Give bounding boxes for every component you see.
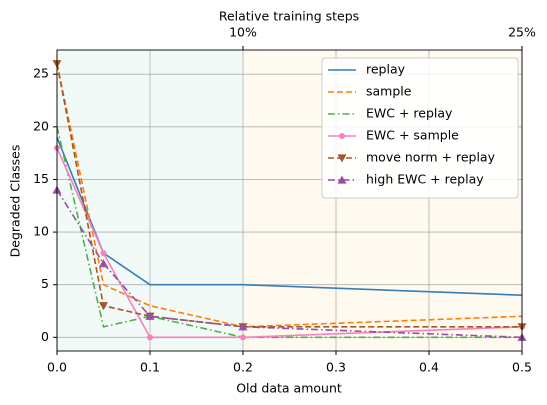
legend-label: move norm + replay [366, 150, 496, 165]
plot-frame [56, 49, 523, 352]
marker [337, 154, 347, 163]
x-tick-label: 0.1 [140, 360, 160, 375]
x-tick-label: 0.0 [47, 360, 67, 375]
y-tick-label: 25 [33, 66, 49, 81]
marker [100, 250, 107, 257]
marker [99, 302, 108, 311]
legend: replay sample EWC + replay EWC + sample move… [321, 57, 519, 199]
legend-label: high EWC + replay [366, 172, 484, 187]
marker [147, 334, 153, 341]
marker [240, 334, 246, 341]
top-tick-label: 25% [508, 25, 536, 40]
y-axis-label: Degraded Classes [8, 145, 23, 258]
marker [145, 311, 155, 320]
legend-label: EWC + sample [366, 128, 459, 143]
y-tick-label: 10 [33, 224, 49, 239]
x-tick-label: 0.3 [326, 360, 346, 375]
legend-label: replay [366, 62, 406, 77]
y-tick-label: 15 [33, 171, 49, 186]
marker [99, 259, 108, 268]
marker [339, 133, 345, 139]
legend-box [321, 57, 519, 199]
series-line [56, 63, 522, 328]
top-tick-label: 10% [229, 25, 257, 40]
top-axis-label: Relative training steps [219, 9, 359, 24]
x-tick-label: 0.5 [512, 360, 532, 375]
y-tick-label: 0 [41, 329, 49, 344]
x-axis-label: Old data amount [236, 381, 342, 396]
y-tick-label: 20 [33, 118, 49, 133]
legend-label: EWC + replay [366, 106, 453, 121]
x-tick-label: 0.4 [419, 360, 439, 375]
series-line [56, 189, 523, 339]
y-tick-label: 5 [41, 276, 49, 291]
marker [337, 175, 347, 184]
legend-label: sample [366, 84, 412, 99]
marker [238, 322, 248, 331]
x-tick-label: 0.2 [233, 360, 253, 375]
